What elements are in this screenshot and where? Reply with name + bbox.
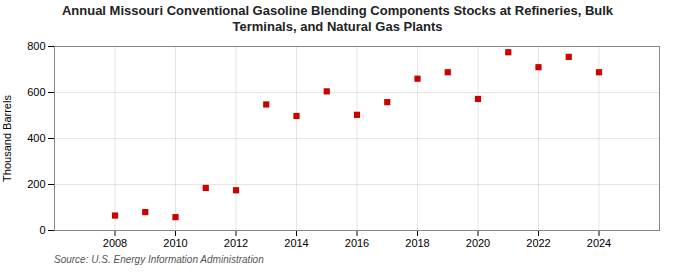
html-text:Source: U.S. Energy Informatio: Source: U.S. Energy Information Administ… bbox=[54, 254, 264, 266]
svg-text:800: 800 bbox=[27, 40, 45, 52]
svg-text:2010: 2010 bbox=[163, 237, 187, 249]
svg-text:2020: 2020 bbox=[466, 237, 490, 249]
svg-text:600: 600 bbox=[27, 86, 45, 98]
svg-text:0: 0 bbox=[39, 224, 45, 236]
svg-text:400: 400 bbox=[27, 132, 45, 144]
svg-text:2014: 2014 bbox=[284, 237, 308, 249]
svg-text:2018: 2018 bbox=[405, 237, 429, 249]
svg-text:2008: 2008 bbox=[103, 237, 127, 249]
svg-text:2024: 2024 bbox=[587, 237, 611, 249]
svg-text:2016: 2016 bbox=[345, 237, 369, 249]
svg-text:2022: 2022 bbox=[526, 237, 550, 249]
html-text:Annual Missouri Conventional G: Annual Missouri Conventional Gasoline Bl… bbox=[61, 3, 614, 34]
svg-text:200: 200 bbox=[27, 178, 45, 190]
svg-text:2012: 2012 bbox=[224, 237, 248, 249]
svg-text:Thousand Barrels: Thousand Barrels bbox=[1, 95, 13, 182]
